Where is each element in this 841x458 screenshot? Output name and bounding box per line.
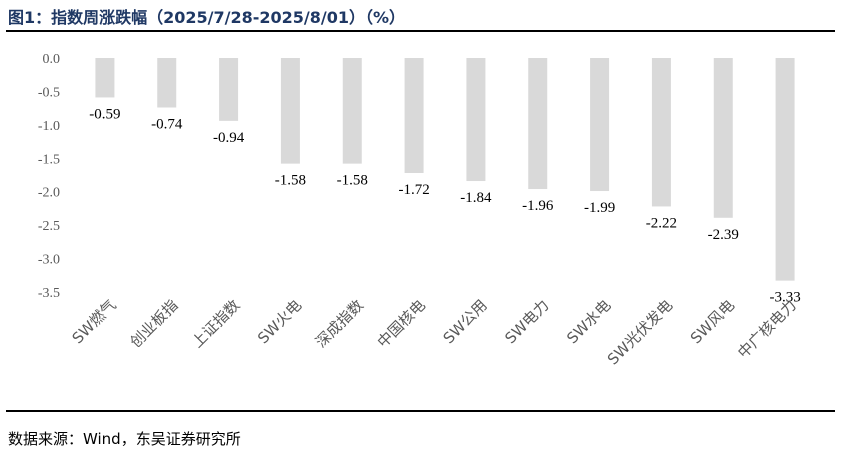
y-tick-label: -3.5 [38,286,60,301]
bar [466,58,486,182]
bar [404,58,424,173]
y-tick-label: -3.0 [38,253,60,268]
bar-chart: 0.0-0.5-1.0-1.5-2.0-2.5-3.0-3.5 -0.59-0.… [38,52,801,368]
data-labels: -0.59 -0.74 -0.94 -1.58 -1.58 -1.72 -1.84 -1.96… [89,106,800,305]
data-label: -2.39 [708,227,739,243]
bar [95,58,115,98]
category-label: 中广核电力 [734,296,800,362]
y-axis: 0.0 -0.5 -1.0 -1.5 -2.0 -2.5 -3.0 -3.5 [38,52,60,301]
bar [713,58,733,218]
category-label: SW水电 [563,296,614,347]
category-label: SW火电 [254,296,305,347]
data-label: -0.94 [213,130,245,146]
x-axis-categories: SW燃气 创业板指 上证指数 SW火电 深成指数 中国核电 SW公用 SW电力 SW水电SW光伏… [69,296,800,368]
bars [95,58,795,281]
bar [775,58,795,281]
y-tick-label: 0.0 [43,52,61,67]
data-label: -1.99 [584,200,615,216]
data-label: -2.22 [646,215,677,231]
bar [590,58,610,192]
bar [280,58,300,164]
bottom-rule [6,410,835,412]
figure-title: 图1：指数周涨跌幅（2025/7/28-2025/8/01）（%） [8,8,406,27]
bar [219,58,239,121]
data-label: -1.96 [522,198,554,214]
data-label: -0.74 [151,116,183,132]
category-label: 上证指数 [188,296,243,351]
data-label: -1.58 [275,173,306,189]
bar [528,58,548,190]
y-tick-label: -1.5 [38,152,60,167]
category-label: 中国核电 [374,296,429,351]
category-label: SW光伏发电 [604,296,676,368]
bar [342,58,362,164]
category-label: 创业板指 [126,296,181,351]
data-label: -1.58 [337,173,368,189]
top-rule [6,30,835,32]
y-tick-label: -2.0 [38,186,60,201]
category-label: 深成指数 [312,296,367,351]
category-label: SW燃气 [69,296,120,347]
data-label: -0.59 [89,106,120,122]
source-note: 数据来源：Wind，东吴证券研究所 [8,430,241,448]
category-label: SW风电 [687,296,738,347]
bar [651,58,671,207]
bar [157,58,177,108]
y-tick-label: -1.0 [38,119,60,134]
y-tick-label: -2.5 [38,219,60,234]
category-label: SW电力 [501,296,552,347]
data-label: -1.84 [460,190,492,206]
data-label: -3.33 [769,290,800,306]
y-tick-label: -0.5 [38,85,60,100]
data-label: -1.72 [398,182,429,198]
category-label: SW公用 [440,296,491,347]
